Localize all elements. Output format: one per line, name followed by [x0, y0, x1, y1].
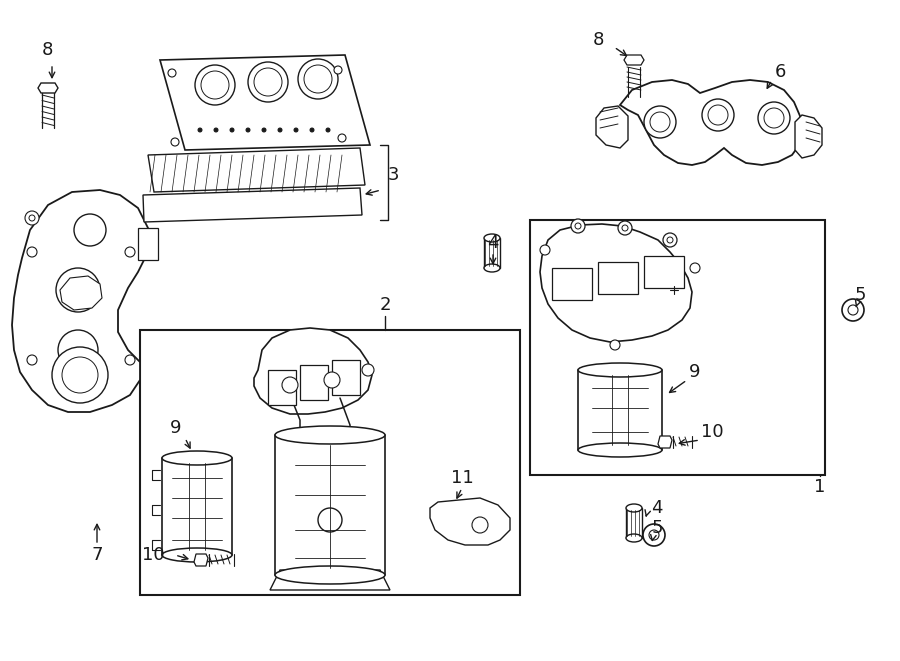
Ellipse shape: [626, 504, 642, 512]
Circle shape: [294, 128, 298, 132]
Circle shape: [262, 128, 266, 132]
Circle shape: [690, 263, 700, 273]
Polygon shape: [148, 148, 365, 192]
Circle shape: [644, 106, 676, 138]
Ellipse shape: [578, 443, 662, 457]
Text: 8: 8: [41, 41, 53, 59]
Text: 5: 5: [854, 286, 866, 304]
Text: 3: 3: [387, 166, 399, 184]
Circle shape: [58, 330, 98, 370]
Ellipse shape: [275, 566, 385, 584]
Circle shape: [326, 128, 330, 132]
Polygon shape: [300, 365, 328, 400]
Polygon shape: [12, 190, 148, 412]
Bar: [530, 220, 825, 475]
Circle shape: [74, 214, 106, 246]
Polygon shape: [644, 256, 684, 288]
Circle shape: [618, 221, 632, 235]
Polygon shape: [596, 106, 628, 148]
Circle shape: [246, 128, 250, 132]
Polygon shape: [38, 83, 58, 93]
Polygon shape: [138, 228, 158, 260]
Ellipse shape: [578, 363, 662, 377]
Text: 1: 1: [814, 478, 825, 496]
Ellipse shape: [484, 264, 500, 272]
Polygon shape: [194, 554, 208, 566]
Circle shape: [230, 128, 234, 132]
Circle shape: [318, 508, 342, 532]
Circle shape: [334, 66, 342, 74]
Circle shape: [125, 355, 135, 365]
Polygon shape: [626, 508, 642, 538]
Polygon shape: [143, 188, 362, 222]
Circle shape: [310, 128, 314, 132]
Polygon shape: [795, 115, 822, 158]
Text: 2: 2: [379, 296, 391, 314]
Polygon shape: [60, 276, 102, 310]
Polygon shape: [430, 498, 510, 545]
Polygon shape: [620, 80, 802, 165]
Circle shape: [842, 299, 864, 321]
Circle shape: [171, 138, 179, 146]
Polygon shape: [268, 370, 296, 405]
Polygon shape: [552, 268, 592, 300]
Circle shape: [248, 62, 288, 102]
Polygon shape: [540, 224, 692, 342]
Circle shape: [168, 69, 176, 77]
Text: 7: 7: [91, 546, 103, 564]
Text: 10: 10: [141, 546, 165, 564]
Circle shape: [571, 219, 585, 233]
Text: 9: 9: [170, 419, 182, 437]
Circle shape: [278, 128, 282, 132]
Circle shape: [298, 59, 338, 99]
Circle shape: [324, 372, 340, 388]
Polygon shape: [624, 55, 644, 65]
Polygon shape: [658, 436, 672, 448]
Circle shape: [610, 340, 620, 350]
Ellipse shape: [275, 426, 385, 444]
Circle shape: [27, 355, 37, 365]
Circle shape: [643, 524, 665, 546]
Polygon shape: [254, 328, 372, 414]
Circle shape: [702, 99, 734, 131]
Text: 4: 4: [487, 234, 499, 252]
Circle shape: [52, 347, 108, 403]
Circle shape: [362, 364, 374, 376]
Circle shape: [195, 65, 235, 105]
Circle shape: [282, 377, 298, 393]
Circle shape: [125, 247, 135, 257]
Circle shape: [25, 211, 39, 225]
Polygon shape: [332, 360, 360, 395]
Polygon shape: [270, 570, 390, 590]
Circle shape: [56, 268, 100, 312]
Bar: [140, 330, 520, 595]
Ellipse shape: [484, 234, 500, 242]
Circle shape: [214, 128, 218, 132]
Polygon shape: [160, 55, 370, 150]
Circle shape: [663, 233, 677, 247]
Ellipse shape: [162, 548, 232, 562]
Text: 4: 4: [652, 499, 662, 517]
Text: 10: 10: [701, 423, 724, 441]
Ellipse shape: [626, 534, 642, 542]
Text: 6: 6: [774, 63, 786, 81]
Polygon shape: [598, 262, 638, 294]
Circle shape: [198, 128, 202, 132]
Text: 9: 9: [689, 363, 701, 381]
Circle shape: [338, 134, 346, 142]
Ellipse shape: [162, 451, 232, 465]
Text: 5: 5: [652, 519, 662, 537]
Circle shape: [758, 102, 790, 134]
Circle shape: [27, 247, 37, 257]
Circle shape: [540, 245, 550, 255]
Polygon shape: [484, 238, 500, 268]
Text: 11: 11: [451, 469, 473, 487]
Circle shape: [472, 517, 488, 533]
Text: 8: 8: [592, 31, 604, 49]
